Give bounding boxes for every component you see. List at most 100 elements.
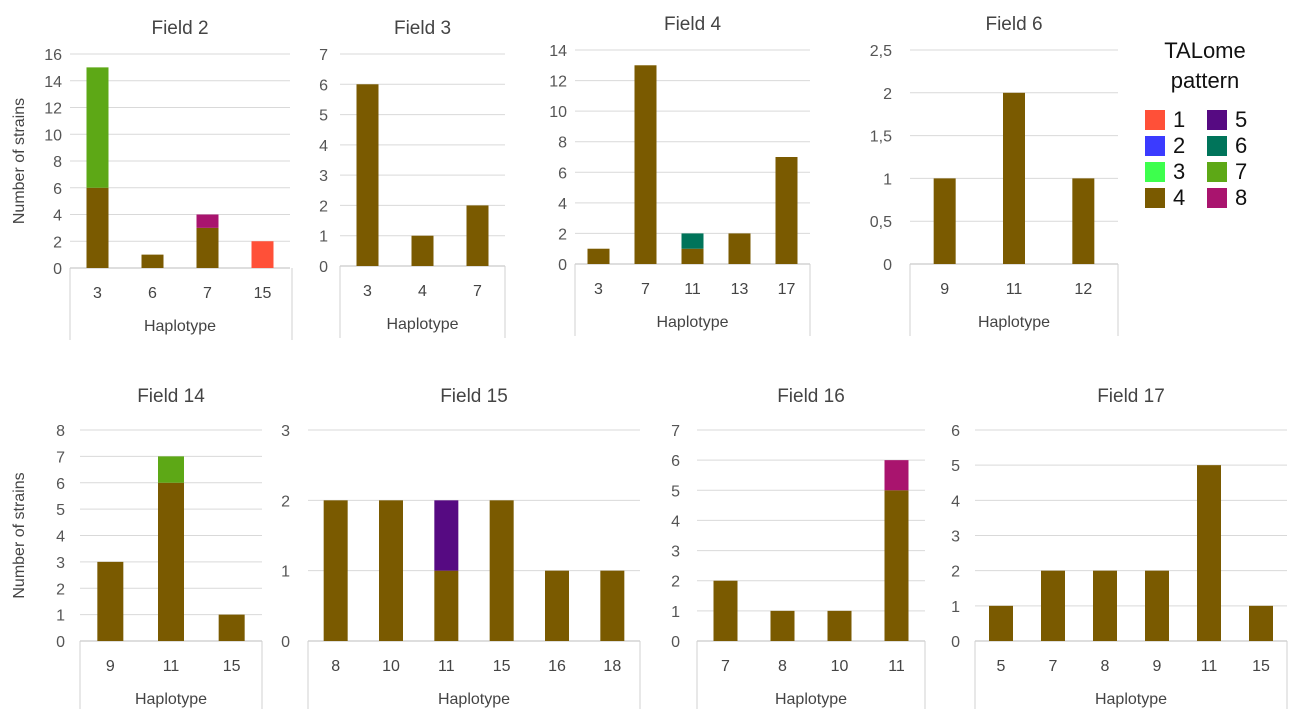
bar-segment-pattern-4 — [681, 248, 704, 264]
x-tick-label: 8 — [778, 658, 787, 675]
y-tick-label: 10 — [44, 127, 62, 144]
legend-label: 5 — [1235, 106, 1248, 132]
y-tick-label: 5 — [951, 458, 960, 475]
y-tick-label: 2 — [319, 198, 328, 215]
y-tick-label: 6 — [53, 181, 62, 198]
x-tick-label: 7 — [203, 285, 212, 302]
y-tick-label: 0 — [53, 261, 62, 278]
y-tick-label: 1 — [671, 604, 680, 621]
bar-segment-pattern-4 — [884, 490, 909, 641]
bar-segment-pattern-4 — [158, 482, 184, 641]
x-tick-label: 12 — [1074, 281, 1092, 298]
bar-segment-pattern-4 — [356, 84, 379, 267]
y-tick-label: 6 — [558, 165, 567, 182]
chart-title: Field 14 — [137, 386, 205, 407]
bar-segment-pattern-4 — [933, 178, 956, 264]
legend-label: 3 — [1173, 158, 1186, 184]
bar-segment-pattern-4 — [323, 500, 348, 641]
y-tick-label: 5 — [319, 108, 328, 125]
bar-segment-pattern-4 — [1072, 178, 1095, 264]
y-tick-label: 6 — [951, 423, 960, 440]
x-tick-label: 9 — [1153, 658, 1162, 675]
x-tick-label: 11 — [438, 658, 455, 675]
y-tick-label: 1 — [951, 599, 960, 616]
y-tick-label: 7 — [56, 449, 65, 466]
bar-segment-pattern-4 — [728, 233, 751, 264]
bar-segment-pattern-8 — [884, 460, 909, 491]
legend-swatch — [1207, 161, 1227, 182]
x-axis-label: Haplotype — [386, 316, 458, 333]
x-tick-label: 16 — [548, 658, 566, 675]
chart-title: Field 17 — [1097, 386, 1165, 407]
legend-item: 7 — [1207, 159, 1269, 184]
x-axis-label: Haplotype — [775, 691, 847, 708]
legend-items: 1 5 2 6 3 7 4 8 — [1145, 106, 1290, 210]
x-tick-label: 15 — [493, 658, 511, 675]
chart-title: Field 15 — [440, 386, 508, 407]
y-tick-label: 2 — [558, 226, 567, 243]
y-tick-label: 4 — [56, 529, 65, 546]
bar-segment-pattern-4 — [1041, 570, 1065, 641]
x-tick-label: 3 — [363, 283, 372, 300]
bar-segment-pattern-4 — [466, 205, 489, 266]
y-tick-label: 3 — [281, 423, 290, 440]
y-tick-label: 4 — [558, 196, 567, 213]
y-tick-label: 5 — [56, 502, 65, 519]
chart-panel-2: 0 1 2 3 4 5 6 7 3 4 7 Field 3 Haplotype — [319, 18, 506, 338]
legend-label: 2 — [1173, 132, 1186, 158]
legend-swatch — [1145, 187, 1165, 208]
x-tick-label: 15 — [1252, 658, 1270, 675]
x-tick-label: 10 — [382, 658, 400, 675]
bar-segment-pattern-4 — [379, 500, 403, 641]
chart-title: Field 4 — [664, 14, 721, 35]
bar-segment-pattern-4 — [86, 187, 109, 268]
y-tick-label: 1 — [883, 171, 892, 188]
legend-label: 6 — [1235, 132, 1248, 158]
y-tick-label: 10 — [549, 104, 567, 121]
chart-panel-6: 0 1 2 3 8 10 11 15 16 18 Field 15 Haplotype — [281, 386, 641, 709]
x-tick-label: 11 — [1006, 281, 1023, 298]
legend-swatch — [1145, 135, 1165, 156]
y-tick-label: 1 — [319, 229, 328, 246]
y-axis-label: Number of strains — [11, 98, 28, 224]
chart-title: Field 2 — [151, 18, 208, 39]
x-axis-label: Haplotype — [656, 314, 728, 331]
x-tick-label: 7 — [641, 281, 650, 298]
y-tick-label: 3 — [56, 555, 65, 572]
legend-item: 4 — [1145, 185, 1207, 210]
x-tick-label: 3 — [594, 281, 603, 298]
chart-panel-1: 0 2 4 6 8 10 12 14 16 3 6 7 15 Field 2 Haplotype Number… — [11, 18, 293, 340]
bar-segment-pattern-4 — [634, 65, 657, 265]
y-tick-label: 2 — [53, 234, 62, 251]
y-tick-label: 7 — [671, 423, 680, 440]
x-tick-label: 7 — [721, 658, 730, 675]
bar-segment-pattern-4 — [775, 157, 798, 264]
legend-item: 3 — [1145, 158, 1207, 184]
x-axis-label: Haplotype — [135, 691, 207, 708]
y-tick-label: 5 — [671, 483, 680, 500]
y-tick-label: 2,5 — [870, 43, 892, 60]
y-tick-label: 0 — [319, 259, 328, 276]
y-tick-label: 3 — [951, 529, 960, 546]
x-tick-label: 13 — [731, 281, 749, 298]
legend-label: 8 — [1235, 184, 1248, 210]
x-tick-label: 9 — [940, 281, 949, 298]
x-tick-label: 9 — [106, 658, 115, 675]
y-tick-label: 1,5 — [870, 129, 892, 146]
legend-item: 6 — [1207, 132, 1269, 158]
y-axis-label: Number of strains — [11, 472, 28, 598]
y-tick-label: 6 — [56, 476, 65, 493]
legend-item: 5 — [1207, 106, 1269, 132]
bar-segment-pattern-7 — [158, 456, 184, 483]
legend-title-line1: TALome — [1164, 38, 1246, 63]
x-axis-label: Haplotype — [144, 318, 216, 335]
y-tick-label: 0 — [281, 634, 290, 651]
x-tick-label: 7 — [1049, 658, 1058, 675]
bar-segment-pattern-7 — [86, 67, 109, 188]
y-tick-label: 4 — [671, 513, 680, 530]
bar-segment-pattern-1 — [251, 241, 274, 268]
bar-segment-pattern-4 — [545, 570, 569, 641]
bar-segment-pattern-4 — [1145, 570, 1169, 641]
chart-title: Field 6 — [985, 14, 1042, 35]
